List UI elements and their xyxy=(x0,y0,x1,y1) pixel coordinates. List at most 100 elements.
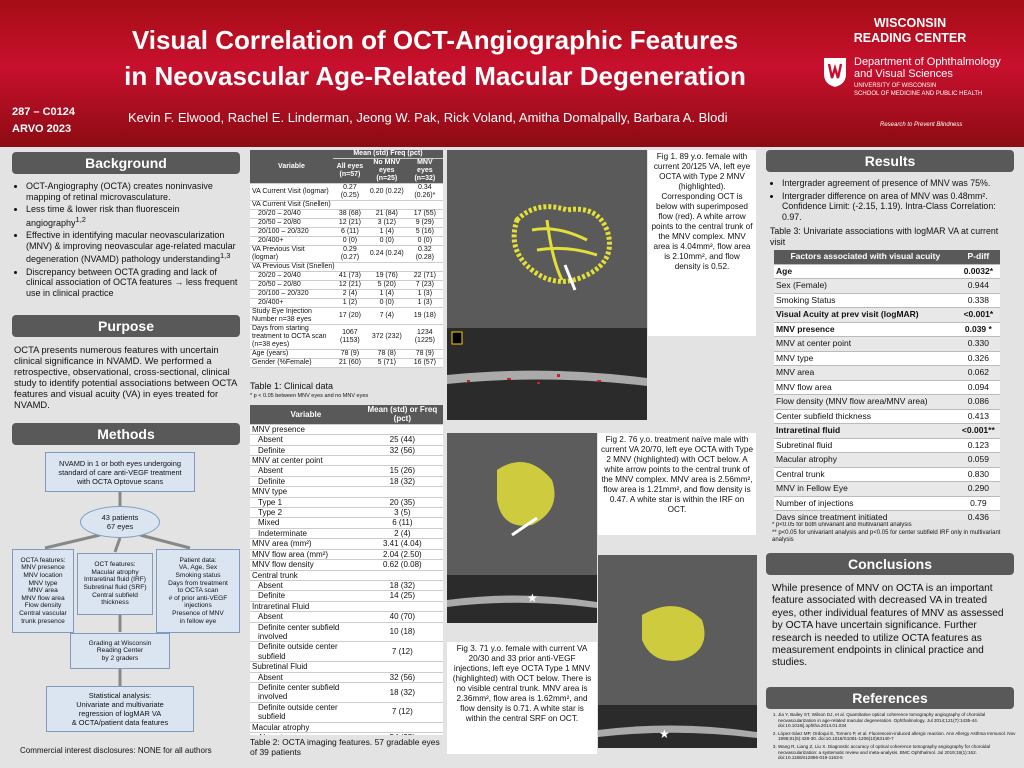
table-cell: 7 (12) xyxy=(361,702,443,723)
bullet: Effective in identifying macular neovasc… xyxy=(26,230,240,265)
logo-line: SCHOOL OF MEDICINE AND PUBLIC HEALTH xyxy=(854,91,983,97)
group-label: MNV at center point xyxy=(250,455,443,467)
flow-line: injections xyxy=(184,602,212,610)
section-heading: Conclusions xyxy=(766,553,1014,575)
table-cell: 6 (11) xyxy=(332,227,367,237)
table-row: Flow density (MNV flow area/MNV area) 0.0… xyxy=(774,394,1000,410)
table-cell: 19 (76) xyxy=(366,271,407,281)
section-heading: Background xyxy=(12,152,240,174)
table-cell: 3.41 (4.04) xyxy=(361,538,443,550)
table-row: MNV area 0.062 xyxy=(774,365,1000,381)
logo-line: and Visual Sciences xyxy=(854,68,953,80)
crest xyxy=(824,58,846,87)
table-row: MNV type 0.326 xyxy=(774,351,1000,366)
table-row: 20/400+ 0 (0) 0 (0) 0 (0) xyxy=(250,236,443,246)
table-caption: Table 2: OCTA imaging features. 57 grada… xyxy=(250,737,440,757)
star: ★ xyxy=(527,591,538,605)
bullet: OCT-Angiography (OCTA) creates noninvasi… xyxy=(26,181,240,202)
table-cell: Absent xyxy=(250,732,362,735)
table-cell: 0.436 xyxy=(956,510,1000,520)
table-cell: 7 (12) xyxy=(361,641,443,663)
table-cell: 0.62 (0.08) xyxy=(361,559,443,571)
table-cell: 20/20 – 20/40 xyxy=(250,209,333,219)
table-row: VA Previous Visit (logmar) 0.29 (0.27) 0.2… xyxy=(250,245,443,263)
flow-line: Reading Center xyxy=(96,647,144,655)
table-cell: Definite center subfield involved xyxy=(250,622,362,643)
table-cell: 2 (4) xyxy=(332,289,367,299)
group-label: VA Previous Visit (Snellen) xyxy=(250,262,443,272)
group-row: MNV presence xyxy=(250,424,443,436)
table-row: 20/20 – 20/40 41 (73) 19 (76) 22 (71) xyxy=(250,271,443,281)
table-cell: 78 (9) xyxy=(332,349,367,359)
table-row: Absent 18 (32) xyxy=(250,580,443,592)
table-cell: 7 (23) xyxy=(406,280,443,290)
table-cell: 0.039 * xyxy=(956,322,1000,337)
table-row: Age (years) 78 (9) 78 (8) 78 (9) xyxy=(250,349,443,359)
table-cell: Absent xyxy=(250,465,362,477)
table-row: 20/100 – 20/320 2 (4) 1 (4) 1 (3) xyxy=(250,289,443,299)
flow-arrows xyxy=(44,490,191,686)
flow-line: regression of logMAR VA xyxy=(78,709,162,718)
table-cell: 78 (9) xyxy=(406,349,443,359)
table-cell: 0.79 xyxy=(956,496,1000,511)
flow-line: Intraretinal fluid (IRF) xyxy=(84,576,146,584)
group-row: Macular atrophy xyxy=(250,722,443,734)
section-heading: Purpose xyxy=(12,315,240,337)
table-cell: Absent xyxy=(250,672,362,683)
table-cell: Indeterminate xyxy=(250,528,362,540)
logo: WISCONSIN READING CENTER Department of Op… xyxy=(820,12,1020,142)
table-row: Definite center subfield involved 10 (18) xyxy=(250,622,443,643)
bullet-text: Effective in identifying macular neovasc… xyxy=(26,230,236,264)
flow-line: Flow density xyxy=(24,602,62,610)
star: ★ xyxy=(659,727,670,741)
table-cell: <0.001** xyxy=(956,423,1000,439)
reference: López-Sáez MP, Ordoqui E, Tornero P, et … xyxy=(778,731,1016,742)
group-label: Intraretinal Fluid xyxy=(250,601,443,613)
table-cell: 2.04 (2.50) xyxy=(361,549,443,561)
logo-line: UNIVERSITY OF WISCONSIN xyxy=(854,83,937,89)
table2-box: Variable Mean (std) or Freq (pct) MNV pres… xyxy=(250,405,443,735)
bullet-text: OCT-Angiography (OCTA) creates noninvasi… xyxy=(26,181,213,202)
table-cell: 9 (29) xyxy=(406,218,443,228)
table-cell: 0.32 (0.28) xyxy=(406,245,443,263)
table-cell: Visual Acuity at prev visit (logMAR) xyxy=(774,307,957,323)
table-footnote: * p < 0.05 between MNV eyes and no MNV e… xyxy=(250,393,369,399)
table-cell: 0 (0) xyxy=(366,298,407,308)
table-cell: Mixed xyxy=(250,517,362,529)
flow-line: by 2 graders xyxy=(101,654,139,662)
table-cell: 32 (56) xyxy=(361,445,443,457)
table-cell: 0.27 (0.25) xyxy=(332,183,367,201)
table-row: Number of injections 0.79 xyxy=(774,496,1000,511)
citation: 1,2 xyxy=(75,214,86,224)
table-cell: 0.0032* xyxy=(956,264,1000,279)
table-row: Mixed 6 (11) xyxy=(250,517,443,529)
conclusions-text: While presence of MNV on OCTA is an impo… xyxy=(772,583,1004,669)
section-heading: Results xyxy=(766,150,1014,172)
table-row: Smoking Status 0.338 xyxy=(774,293,1000,308)
table-cell: 17 (55) xyxy=(406,209,443,219)
table-cell: 18 (32) xyxy=(361,476,443,488)
section-heading: Methods xyxy=(12,423,240,445)
table-cell: 41 (73) xyxy=(332,271,367,281)
flow-line: VA, Age, Sex xyxy=(178,564,218,572)
poster-id-block: 287 – C0124 ARVO 2023 xyxy=(12,104,75,138)
flow-box: 43 patients 67 eyes xyxy=(80,506,160,538)
column-header: MNV eyes (n=32) xyxy=(406,158,443,184)
group-row: VA Previous Visit (Snellen) xyxy=(250,262,443,272)
group-label: Macular atrophy xyxy=(250,722,443,734)
table-cell: 5 (71) xyxy=(366,358,407,368)
table-row: Absent 15 (26) xyxy=(250,465,443,477)
table-cell: 1 (4) xyxy=(366,227,407,237)
bullet: Intergrader difference on area of MNV wa… xyxy=(782,191,1014,223)
column-header: All eyes (n=57) xyxy=(332,158,367,184)
table-cell: 40 (70) xyxy=(361,611,443,623)
flow-line: standard of care anti-VEGF treatment xyxy=(58,467,182,477)
conference: ARVO 2023 xyxy=(12,123,72,135)
table-row: Definite outside center subfield 7 (12) xyxy=(250,641,443,663)
table-cell: 14 (25) xyxy=(361,590,443,602)
table-cell: Flow density (MNV flow area/MNV area) xyxy=(774,394,957,410)
table-cell: 12 (21) xyxy=(332,218,367,228)
column-header: Variable xyxy=(250,150,333,184)
purpose-text: OCTA presents numerous features with unc… xyxy=(14,344,237,410)
table-row: Age 0.0032* xyxy=(774,264,1000,279)
